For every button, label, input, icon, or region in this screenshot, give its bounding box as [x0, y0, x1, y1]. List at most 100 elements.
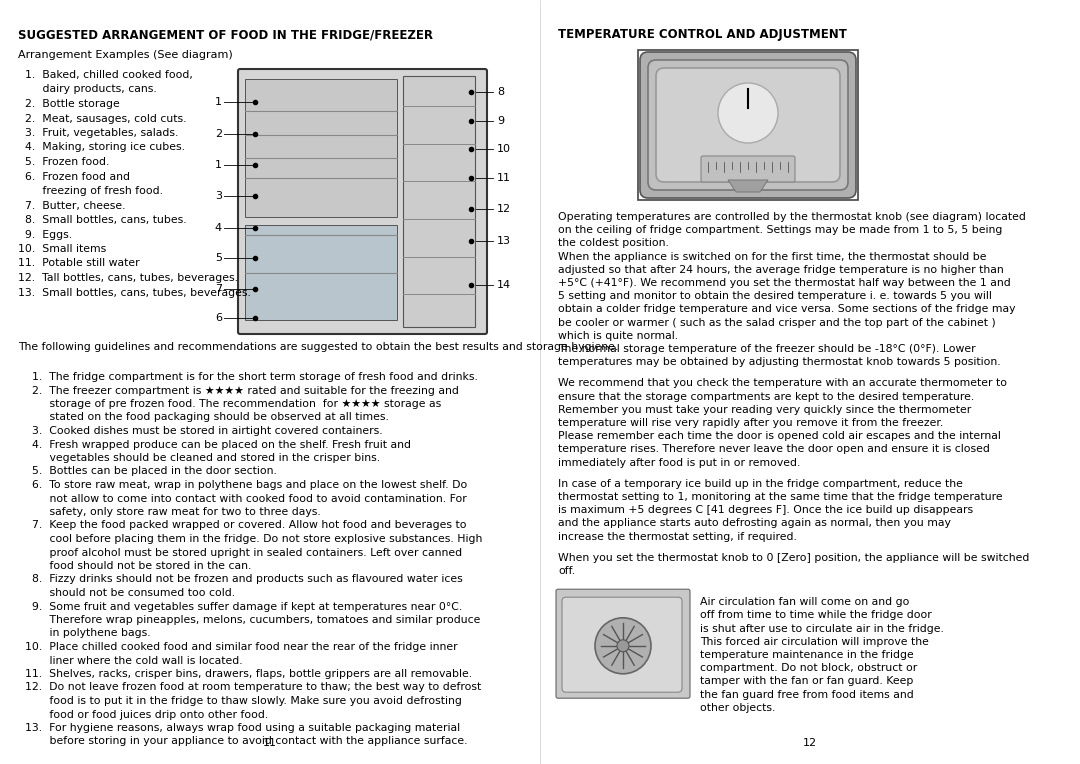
Text: 3.  Cooked dishes must be stored in airtight covered containers.: 3. Cooked dishes must be stored in airti… [18, 426, 382, 436]
Text: the coldest position.: the coldest position. [558, 238, 669, 248]
Text: 14: 14 [497, 280, 511, 290]
Text: 8.  Small bottles, cans, tubes.: 8. Small bottles, cans, tubes. [18, 215, 187, 225]
Text: the fan guard free from food items and: the fan guard free from food items and [700, 690, 914, 700]
Text: 6: 6 [215, 312, 222, 322]
Text: 1.  The fridge compartment is for the short term storage of fresh food and drink: 1. The fridge compartment is for the sho… [18, 372, 477, 382]
Circle shape [718, 83, 778, 143]
Bar [403, 76, 475, 327]
Text: 4.  Making, storing ice cubes.: 4. Making, storing ice cubes. [18, 143, 185, 153]
FancyBboxPatch shape [238, 69, 487, 334]
Text: 6.  To store raw meat, wrap in polythene bags and place on the lowest shelf. Do: 6. To store raw meat, wrap in polythene … [18, 480, 468, 490]
Text: on the ceiling of fridge compartment. Settings may be made from 1 to 5, 5 being: on the ceiling of fridge compartment. Se… [558, 225, 1002, 235]
Text: 2: 2 [215, 128, 222, 138]
Text: thermostat setting to 1, monitoring at the same time that the fridge temperature: thermostat setting to 1, monitoring at t… [558, 492, 1002, 502]
Text: Remember you must take your reading very quickly since the thermometer: Remember you must take your reading very… [558, 405, 971, 415]
Text: 13: 13 [497, 235, 511, 246]
Text: 12.  Tall bottles, cans, tubes, beverages.: 12. Tall bottles, cans, tubes, beverages… [18, 273, 238, 283]
Text: Please remember each time the door is opened cold air escapes and the internal: Please remember each time the door is op… [558, 431, 1001, 441]
Text: temperature rises. Therefore never leave the door open and ensure it is closed: temperature rises. Therefore never leave… [558, 445, 990, 455]
Text: ensure that the storage compartments are kept to the desired temperature.: ensure that the storage compartments are… [558, 392, 974, 402]
Text: adjusted so that after 24 hours, the average fridge temperature is no higher tha: adjusted so that after 24 hours, the ave… [558, 265, 1003, 275]
Text: 12: 12 [802, 738, 818, 748]
Text: off from time to time while the fridge door: off from time to time while the fridge d… [700, 610, 932, 620]
FancyBboxPatch shape [640, 52, 856, 198]
Text: tamper with the fan or fan guard. Keep: tamper with the fan or fan guard. Keep [700, 676, 914, 686]
Text: before storing in your appliance to avoid contact with the appliance surface.: before storing in your appliance to avoi… [18, 736, 468, 746]
Text: When the appliance is switched on for the first time, the thermostat should be: When the appliance is switched on for th… [558, 251, 986, 261]
Text: other objects.: other objects. [700, 703, 775, 713]
Text: 1: 1 [215, 160, 222, 170]
Bar [638, 50, 858, 200]
FancyBboxPatch shape [556, 589, 690, 698]
Text: storage of pre frozen food. The recommendation  for ★★★★ storage as: storage of pre frozen food. The recommen… [18, 399, 442, 409]
Text: is shut after use to circulate air in the fridge.: is shut after use to circulate air in th… [700, 623, 944, 633]
Text: food should not be stored in the can.: food should not be stored in the can. [18, 561, 252, 571]
Circle shape [617, 639, 629, 652]
Text: 12.  Do not leave frozen food at room temperature to thaw; the best way to defro: 12. Do not leave frozen food at room tem… [18, 682, 482, 692]
Text: off.: off. [558, 566, 576, 576]
Polygon shape [728, 180, 768, 192]
Text: obtain a colder fridge temperature and vice versa. Some sections of the fridge m: obtain a colder fridge temperature and v… [558, 304, 1015, 315]
Circle shape [595, 618, 651, 674]
FancyBboxPatch shape [701, 156, 795, 182]
Text: 2.  Meat, sausages, cold cuts.: 2. Meat, sausages, cold cuts. [18, 114, 187, 124]
Text: food is to put it in the fridge to thaw slowly. Make sure you avoid defrosting: food is to put it in the fridge to thaw … [18, 696, 462, 706]
Text: 11.  Potable still water: 11. Potable still water [18, 258, 139, 268]
Text: cool before placing them in the fridge. Do not store explosive substances. High: cool before placing them in the fridge. … [18, 534, 483, 544]
Text: 3.  Fruit, vegetables, salads.: 3. Fruit, vegetables, salads. [18, 128, 178, 138]
Text: compartment. Do not block, obstruct or: compartment. Do not block, obstruct or [700, 663, 917, 673]
Text: 6.  Frozen food and: 6. Frozen food and [18, 171, 130, 182]
Text: dairy products, cans.: dairy products, cans. [18, 85, 157, 95]
Text: not allow to come into contact with cooked food to avoid contamination. For: not allow to come into contact with cook… [18, 494, 467, 503]
Text: proof alcohol must be stored upright in sealed containers. Left over canned: proof alcohol must be stored upright in … [18, 548, 462, 558]
Bar [245, 79, 397, 217]
Text: be cooler or warmer ( such as the salad crisper and the top part of the cabinet : be cooler or warmer ( such as the salad … [558, 318, 996, 328]
Text: Arrangement Examples (See diagram): Arrangement Examples (See diagram) [18, 50, 233, 60]
Text: 9: 9 [497, 115, 504, 125]
Text: is maximum +5 degrees C [41 degrees F]. Once the ice build up disappears: is maximum +5 degrees C [41 degrees F]. … [558, 505, 973, 515]
Text: 8: 8 [497, 87, 504, 97]
Text: TEMPERATURE CONTROL AND ADJUSTMENT: TEMPERATURE CONTROL AND ADJUSTMENT [558, 28, 847, 41]
Text: We recommend that you check the temperature with an accurate thermometer to: We recommend that you check the temperat… [558, 378, 1007, 388]
Text: 1: 1 [215, 97, 222, 107]
Text: immediately after food is put in or removed.: immediately after food is put in or remo… [558, 458, 800, 468]
Text: 11: 11 [497, 173, 511, 183]
Text: 11.  Shelves, racks, crisper bins, drawers, flaps, bottle grippers are all remov: 11. Shelves, racks, crisper bins, drawer… [18, 669, 472, 679]
Text: 8.  Fizzy drinks should not be frozen and products such as flavoured water ices: 8. Fizzy drinks should not be frozen and… [18, 575, 462, 584]
Text: 2.  The freezer compartment is ★★★★ rated and suitable for the freezing and: 2. The freezer compartment is ★★★★ rated… [18, 386, 459, 396]
Bar [245, 225, 397, 320]
Text: temperatures may be obtained by adjusting thermostat knob towards 5 position.: temperatures may be obtained by adjustin… [558, 358, 1001, 367]
Text: temperature will rise very rapidly after you remove it from the freezer.: temperature will rise very rapidly after… [558, 418, 943, 428]
Text: SUGGESTED ARRANGEMENT OF FOOD IN THE FRIDGE/FREEZER: SUGGESTED ARRANGEMENT OF FOOD IN THE FRI… [18, 28, 433, 41]
Text: The following guidelines and recommendations are suggested to obtain the best re: The following guidelines and recommendat… [18, 342, 618, 352]
Text: +5°C (+41°F). We recommend you set the thermostat half way between the 1 and: +5°C (+41°F). We recommend you set the t… [558, 278, 1011, 288]
Text: 4: 4 [215, 222, 222, 232]
Text: 9.  Eggs.: 9. Eggs. [18, 229, 72, 239]
Text: in polythene bags.: in polythene bags. [18, 629, 150, 639]
Text: increase the thermostat setting, if required.: increase the thermostat setting, if requ… [558, 532, 797, 542]
Text: food or food juices drip onto other food.: food or food juices drip onto other food… [18, 710, 268, 720]
Text: 11: 11 [264, 738, 276, 748]
Text: Therefore wrap pineapples, melons, cucumbers, tomatoes and similar produce: Therefore wrap pineapples, melons, cucum… [18, 615, 481, 625]
Text: 5: 5 [215, 253, 222, 263]
Text: The normal storage temperature of the freezer should be -18°C (0°F). Lower: The normal storage temperature of the fr… [558, 344, 975, 354]
FancyBboxPatch shape [562, 597, 681, 692]
Text: 3: 3 [215, 191, 222, 201]
Text: and the appliance starts auto defrosting again as normal, then you may: and the appliance starts auto defrosting… [558, 519, 950, 529]
FancyBboxPatch shape [656, 68, 840, 182]
Text: 10: 10 [497, 144, 511, 154]
Text: This forced air circulation will improve the: This forced air circulation will improve… [700, 637, 929, 647]
Text: which is quite normal.: which is quite normal. [558, 331, 678, 341]
Text: 5.  Frozen food.: 5. Frozen food. [18, 157, 109, 167]
Text: 2.  Bottle storage: 2. Bottle storage [18, 99, 120, 109]
Text: 12: 12 [497, 204, 511, 215]
Text: liner where the cold wall is located.: liner where the cold wall is located. [18, 656, 243, 665]
Text: should not be consumed too cold.: should not be consumed too cold. [18, 588, 235, 598]
Text: 9.  Some fruit and vegetables suffer damage if kept at temperatures near 0°C.: 9. Some fruit and vegetables suffer dama… [18, 601, 462, 611]
Text: 5 setting and monitor to obtain the desired temperature i. e. towards 5 you will: 5 setting and monitor to obtain the desi… [558, 291, 991, 301]
Text: When you set the thermostat knob to 0 [Zero] position, the appliance will be swi: When you set the thermostat knob to 0 [Z… [558, 553, 1029, 563]
Text: stated on the food packaging should be observed at all times.: stated on the food packaging should be o… [18, 413, 389, 422]
Text: temperature maintenance in the fridge: temperature maintenance in the fridge [700, 650, 914, 660]
Text: 13.  Small bottles, cans, tubes, beverages.: 13. Small bottles, cans, tubes, beverage… [18, 287, 251, 297]
Text: 1.  Baked, chilled cooked food,: 1. Baked, chilled cooked food, [18, 70, 193, 80]
